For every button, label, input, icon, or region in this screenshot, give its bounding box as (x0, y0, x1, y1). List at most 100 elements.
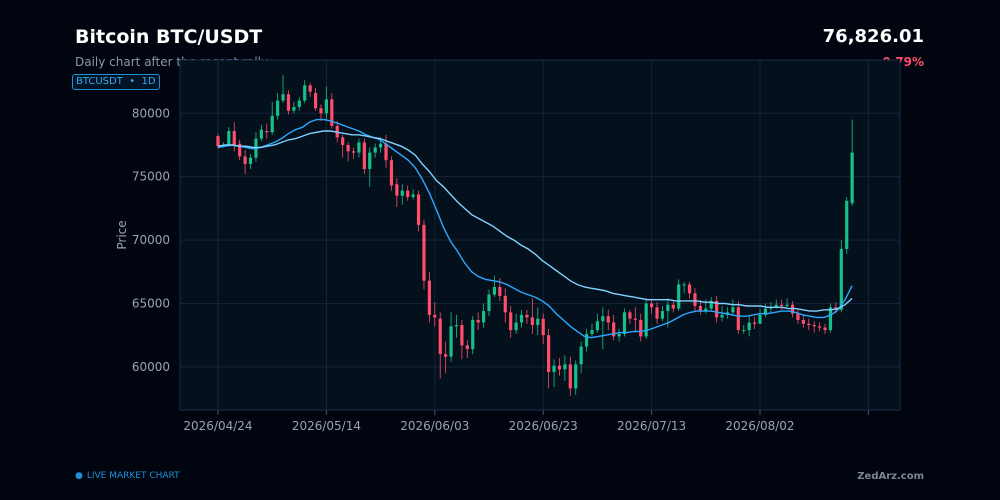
candle-body-up (731, 307, 735, 313)
candle-body-down (812, 325, 816, 327)
candle-body-up (644, 303, 648, 337)
candle-body-down (476, 319, 480, 323)
candle-body-up (590, 330, 594, 334)
candle-body-up (411, 194, 415, 197)
candle-body-down (216, 136, 220, 147)
candle-body-down (460, 325, 464, 346)
ma-line-fast (217, 118, 853, 339)
candle-body-up (785, 304, 789, 307)
x-tick-label: 2026/08/02 (725, 419, 794, 433)
candle-body-up (471, 319, 475, 350)
candle-body-up (758, 314, 762, 324)
live-label: LIVE MARKET CHART (86, 471, 180, 481)
candle-body-up (536, 318, 540, 326)
candle-body-up (492, 286, 497, 295)
candle-body-up (660, 311, 665, 319)
candle-body-up (303, 85, 307, 101)
candle-body-down (509, 312, 513, 331)
candle-body-up (227, 131, 231, 145)
current-price: 76,826.01 (822, 26, 924, 47)
candle-body-down (752, 322, 757, 324)
candle-body-down (346, 144, 350, 152)
live-indicator: ● LIVE MARKET CHART (75, 471, 180, 481)
candle-body-up (248, 157, 253, 164)
candle-body-up (742, 330, 746, 332)
candle-body-up (617, 333, 621, 337)
candle-body-up (774, 304, 778, 308)
candle-body-up (514, 322, 518, 331)
candle-body-up (574, 364, 578, 389)
candle-body-down (557, 365, 562, 370)
candle-body-up (259, 129, 263, 139)
candle-body-down (319, 108, 323, 114)
candle-body-up (324, 99, 328, 114)
candle-body-down (655, 307, 659, 319)
candle-body-down (639, 319, 643, 337)
brand-watermark[interactable]: ZedArz.com (857, 471, 924, 482)
candle-body-down (362, 142, 366, 170)
candle-body-up (720, 314, 724, 318)
candle-body-down (433, 314, 437, 318)
candle-body-up (357, 142, 361, 153)
candle-body-up (276, 100, 280, 116)
symbol-badge[interactable]: BTCUSDT • 1D (72, 74, 160, 90)
candle-body-up (828, 307, 833, 331)
candle-body-down (650, 303, 654, 308)
y-tick-label: 80000 (132, 106, 170, 120)
candle-body-down (503, 295, 507, 313)
candle-body-down (698, 306, 702, 312)
candle-body-down (384, 143, 388, 161)
candle-body-down (265, 131, 269, 133)
candle-body-up (682, 284, 686, 286)
candle-body-up (595, 321, 599, 331)
candle-body-down (606, 316, 610, 323)
candle-body-up (839, 248, 843, 310)
y-tick-label: 60000 (132, 360, 170, 374)
candle-body-down (801, 319, 805, 324)
candle-body-down (525, 314, 529, 318)
candle-body-up (763, 308, 768, 315)
candle-body-up (368, 152, 372, 170)
candle-body-down (308, 85, 312, 92)
candle-body-down (671, 304, 675, 309)
candle-body-up (487, 294, 491, 312)
candle-body-down (796, 313, 800, 320)
candle-body-up (563, 364, 567, 370)
candle-body-down (736, 307, 740, 331)
y-tick-label: 75000 (132, 170, 170, 184)
candle-body-up (601, 316, 605, 322)
candle-body-down (444, 354, 448, 357)
candle-body-up (666, 304, 670, 312)
plot-area (180, 60, 900, 410)
candle-body-down (238, 143, 242, 157)
candle-body-down (628, 312, 632, 319)
candle-body-up (622, 312, 627, 334)
live-dot-icon: ● (75, 471, 83, 481)
x-tick-label: 2026/07/13 (617, 419, 686, 433)
candle-body-down (807, 323, 811, 326)
candle-body-up (850, 152, 854, 204)
y-tick-label: 65000 (132, 296, 170, 310)
candle-body-down (313, 92, 318, 109)
candle-body-down (633, 318, 637, 320)
candle-body-down (286, 94, 291, 111)
candle-body-down (541, 318, 545, 336)
candle-body-down (693, 293, 697, 307)
candle-body-up (297, 100, 301, 107)
candle-body-up (281, 94, 285, 101)
candle-body-up (454, 325, 459, 327)
candle-body-up (709, 300, 713, 309)
x-tick-label: 2026/06/23 (509, 419, 578, 433)
candle-body-down (427, 280, 431, 315)
candle-body-down (780, 304, 784, 307)
candle-body-down (389, 160, 394, 186)
y-axis-label: Price (115, 220, 129, 249)
chart-title: Bitcoin BTC/USDT (75, 26, 263, 48)
candle-body-down (330, 99, 334, 126)
candle-body-up (704, 308, 708, 312)
candle-body-down (422, 224, 426, 281)
candle-body-up (677, 284, 681, 309)
candle-body-down (818, 326, 822, 328)
ma-line-slow (217, 130, 853, 312)
